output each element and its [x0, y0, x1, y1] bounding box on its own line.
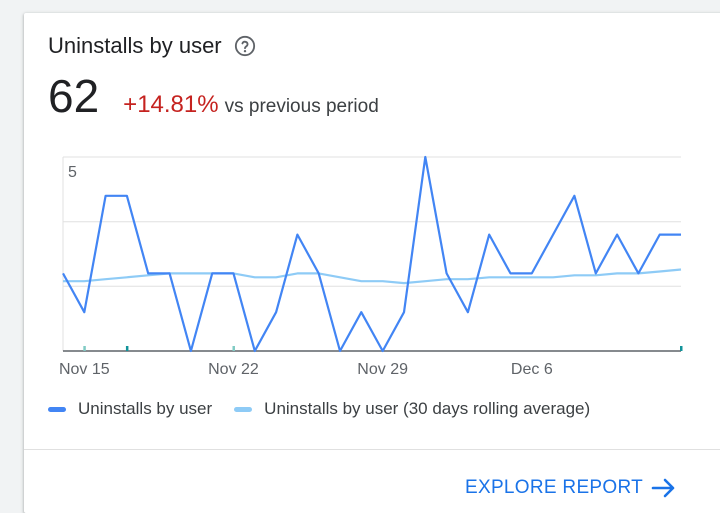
legend-swatch-primary: [48, 406, 66, 412]
legend-item-primary[interactable]: Uninstalls by user: [48, 399, 212, 419]
metric-row: 62 +14.81% vs previous period: [48, 73, 379, 119]
explore-report-label: EXPLORE REPORT: [465, 477, 644, 498]
report-card: Uninstalls by user 62 +14.81% vs previou…: [24, 13, 720, 513]
help-circle-icon[interactable]: [234, 35, 256, 57]
line-chart: 5 Nov 15 Nov 22 Nov 29 Dec 6: [59, 155, 683, 378]
x-tick-label-1: Nov 22: [208, 361, 259, 378]
card-header: Uninstalls by user: [48, 33, 256, 59]
x-tick-mark-2: [232, 346, 235, 351]
arrow-right-icon: [651, 478, 675, 498]
x-tick-mark-3: [680, 346, 683, 351]
chart-legend: Uninstalls by user Uninstalls by user (3…: [48, 399, 612, 419]
legend-label-rolling: Uninstalls by user (30 days rolling aver…: [264, 399, 591, 418]
x-tick-mark-1: [125, 346, 129, 351]
y-tick-label-0: 5: [68, 164, 77, 181]
card-divider: [24, 449, 720, 450]
compare-label: vs previous period: [224, 96, 379, 117]
legend-label-primary: Uninstalls by user: [78, 399, 213, 418]
series-line-rolling-average: [63, 268, 682, 285]
metric-value: 62: [48, 70, 100, 122]
legend-item-rolling[interactable]: Uninstalls by user (30 days rolling aver…: [234, 399, 590, 419]
x-tick-label-3: Dec 6: [511, 361, 553, 378]
change-percent: +14.81%: [123, 91, 219, 118]
card-title: Uninstalls by user: [48, 33, 222, 58]
x-tick-label-0: Nov 15: [59, 361, 110, 378]
x-tick-label-2: Nov 29: [357, 361, 408, 378]
series-line-uninstalls: [62, 155, 681, 353]
explore-report-button[interactable]: EXPLORE REPORT: [465, 477, 677, 499]
legend-swatch-rolling: [234, 406, 253, 412]
x-tick-mark-0: [83, 346, 86, 351]
